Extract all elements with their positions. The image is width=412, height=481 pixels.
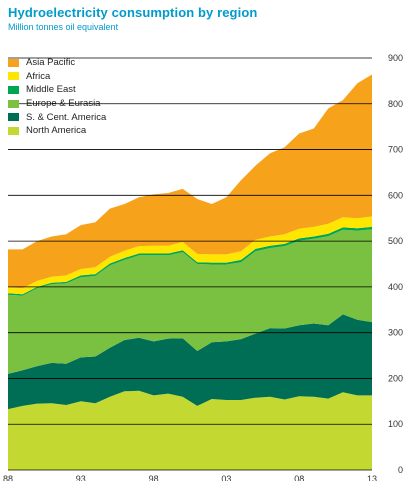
legend-label: S. & Cent. America	[26, 111, 107, 123]
area-layers	[8, 74, 372, 470]
legend-item: S. & Cent. America	[8, 110, 106, 124]
x-tick-label: 93	[76, 474, 86, 481]
y-tick-label: 100	[388, 419, 403, 429]
legend-label: Middle East	[26, 84, 76, 96]
y-tick-label: 500	[388, 236, 403, 246]
legend-label: Africa	[26, 70, 51, 82]
x-tick-label: 98	[149, 474, 159, 481]
x-tick-label: 08	[294, 474, 304, 481]
y-gridlines: 0 100 200 300 400 500 600 700 800 900	[8, 53, 403, 475]
legend-swatch	[8, 113, 19, 122]
x-tick-labels: 88 93 98 03 08 13	[3, 474, 377, 481]
x-tick-label: 03	[221, 474, 231, 481]
y-tick-label: 900	[388, 53, 403, 63]
area-europe-eurasia	[8, 229, 372, 374]
y-tick-label: 300	[388, 328, 403, 338]
x-tick-label: 88	[3, 474, 13, 481]
legend-item: Middle East	[8, 83, 106, 97]
legend-swatch	[8, 58, 19, 67]
legend-swatch	[8, 99, 19, 108]
y-tick-label: 400	[388, 282, 403, 292]
legend-item: Europe & Eurasia	[8, 97, 106, 111]
legend-swatch	[8, 85, 19, 94]
area-s-cent-america	[8, 314, 372, 410]
legend-label: Asia Pacific	[26, 57, 76, 69]
y-tick-label: 700	[388, 145, 403, 155]
legend-item: Africa	[8, 70, 106, 84]
chart-title: Hydroelectricity consumption by region	[8, 5, 258, 20]
legend-item: North America	[8, 124, 106, 138]
area-north-america	[8, 390, 372, 470]
legend-label: North America	[26, 125, 87, 137]
y-tick-label: 600	[388, 190, 403, 200]
x-tick-label: 13	[367, 474, 377, 481]
chart-subtitle: Million tonnes oil equivalent	[8, 22, 119, 32]
chart-legend: Asia Pacific Africa Middle East Europe & Eu…	[8, 56, 106, 138]
legend-item: Asia Pacific	[8, 56, 106, 70]
legend-swatch	[8, 72, 19, 81]
legend-label: Europe & Eurasia	[26, 98, 101, 110]
y-tick-label: 200	[388, 373, 403, 383]
y-tick-label: 800	[388, 99, 403, 109]
area-asia-pacific	[8, 74, 372, 289]
y-tick-label: 0	[398, 465, 403, 475]
area-africa	[8, 216, 372, 295]
legend-swatch	[8, 126, 19, 135]
